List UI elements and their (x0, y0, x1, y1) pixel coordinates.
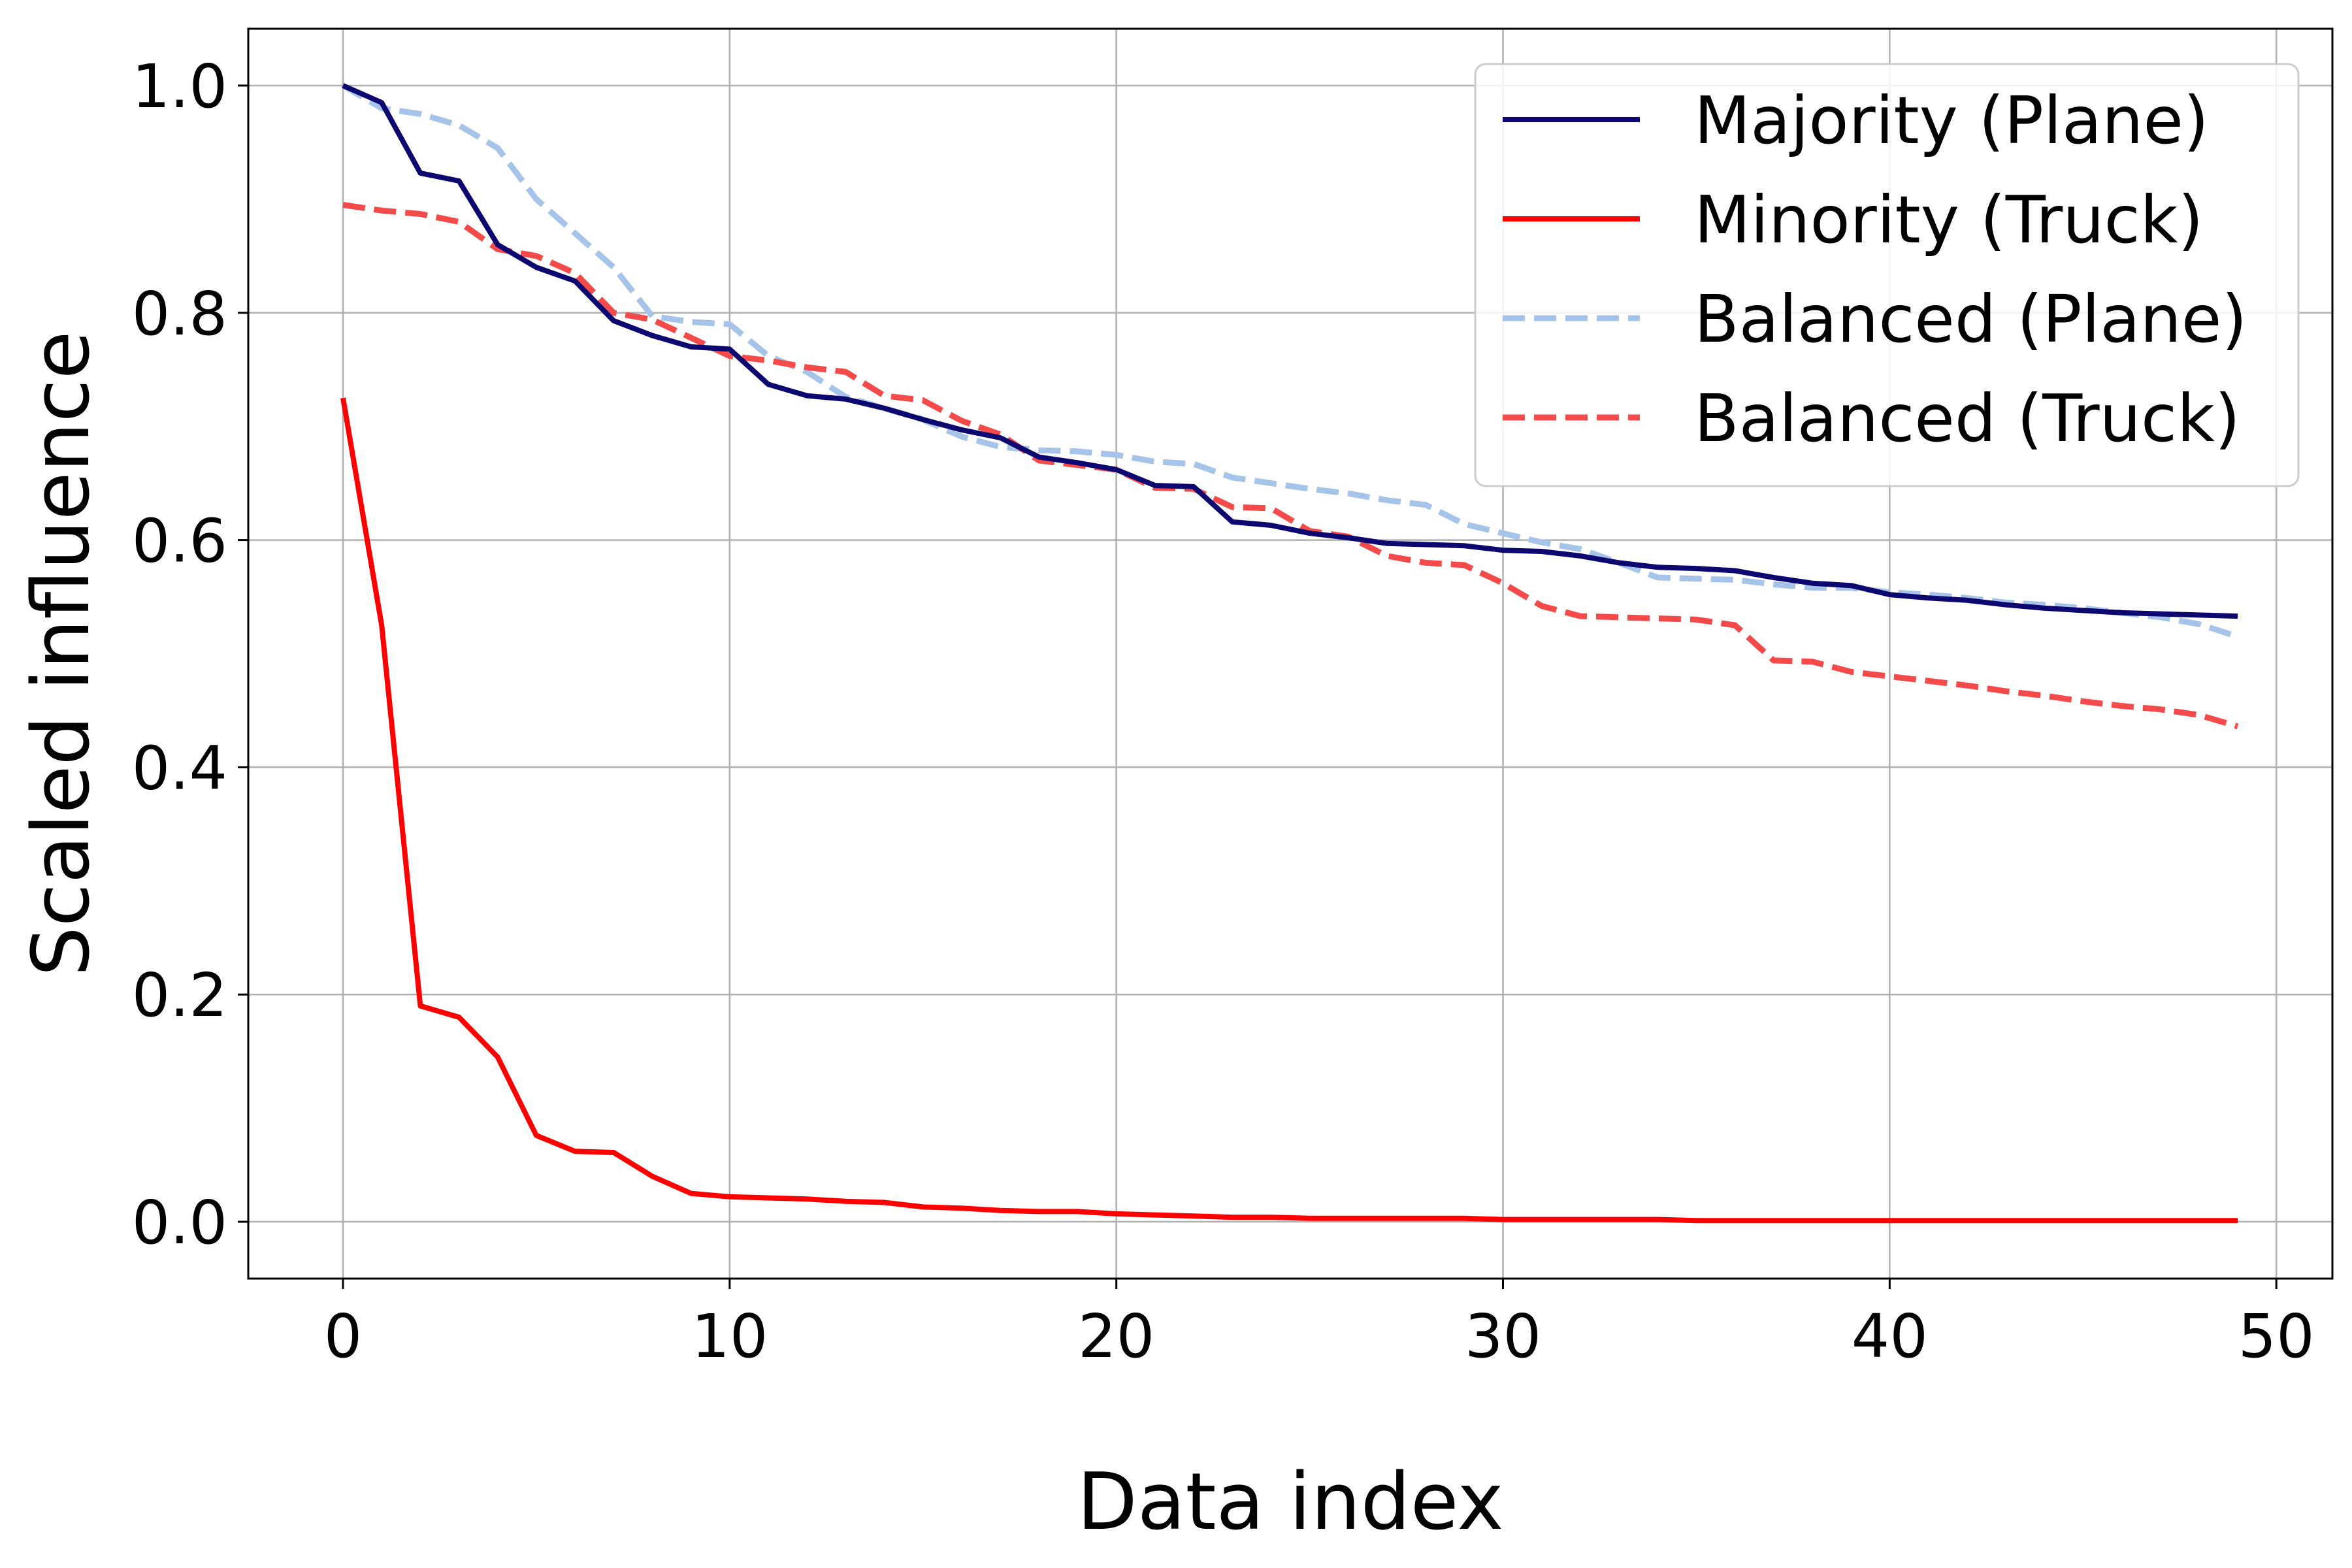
legend-label: Balanced (Plane) (1694, 281, 2247, 357)
y-tick-label: 0.8 (132, 279, 227, 349)
legend: Majority (Plane) Minority (Truck) Balanced… (1474, 63, 2300, 487)
series-line-balanced-plane (341, 83, 2239, 640)
x-tick-label: 30 (1465, 1301, 1541, 1371)
y-tick-label: 0.6 (132, 506, 227, 576)
x-tick-label: 0 (324, 1301, 363, 1371)
legend-label: Minority (Truck) (1694, 182, 2204, 258)
axis-ticks: 0 10 20 30 40 50 0.0 0.2 0.4 0.6 0.8 1.0 (132, 52, 2315, 1371)
y-axis-label: Scaled influence (16, 331, 107, 977)
y-tick-label: 0.0 (132, 1188, 227, 1258)
x-axis-label: Data index (1077, 1457, 1504, 1548)
y-tick-label: 0.4 (132, 733, 227, 803)
legend-label: Balanced (Truck) (1694, 380, 2240, 457)
legend-box (1474, 63, 2300, 487)
x-tick-label: 10 (691, 1301, 768, 1371)
x-tick-label: 40 (1852, 1301, 1928, 1371)
plot-series (340, 83, 2239, 1224)
series-line-balanced-truck (342, 202, 2239, 730)
y-tick-label: 1.0 (132, 52, 227, 122)
x-tick-label: 50 (2238, 1301, 2315, 1371)
y-tick-label: 0.2 (132, 960, 227, 1030)
series-line-majority-plane (342, 83, 2238, 619)
legend-label: Majority (Plane) (1694, 82, 2209, 159)
x-tick-label: 20 (1078, 1301, 1154, 1371)
plot-frame (247, 27, 2334, 1280)
series-line-minority-truck (340, 397, 2238, 1224)
